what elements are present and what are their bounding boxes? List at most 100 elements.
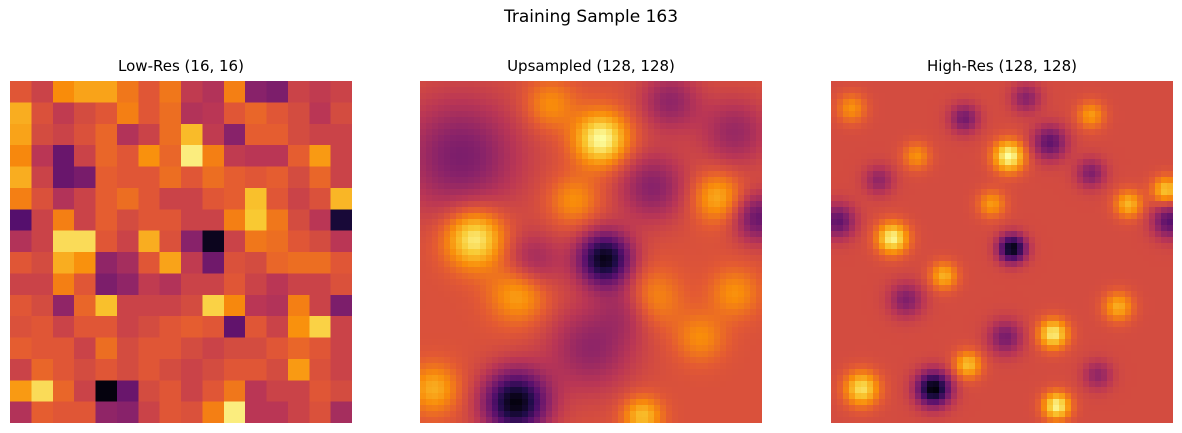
heatmap-cell [837,87,844,94]
heatmap-cell [885,135,892,142]
heatmap-cell [468,189,475,196]
heatmap-cell [570,297,577,304]
heatmap-cell [1083,141,1090,148]
heatmap-cell [969,147,976,154]
heatmap-cell [438,165,445,172]
heatmap-cell [480,291,487,298]
heatmap-cell [486,141,493,148]
heatmap-cell [600,321,607,328]
heatmap-cell [738,123,745,130]
heatmap-cell [630,207,637,214]
heatmap-cell [690,183,697,190]
heatmap-cell [1143,147,1150,154]
heatmap-cell [1107,207,1114,214]
heatmap-cell [630,135,637,142]
heatmap-cell [855,183,862,190]
heatmap-cell [702,147,709,154]
heatmap-cell [660,399,667,406]
heatmap-cell [462,219,469,226]
heatmap-cell [738,105,745,112]
heatmap-cell [480,345,487,352]
heatmap-cell [630,231,637,238]
heatmap-cell [52,358,75,381]
heatmap-cell [582,201,589,208]
heatmap-cell [510,411,517,418]
heatmap-cell [510,417,517,423]
heatmap-cell [726,279,733,286]
heatmap-cell [498,345,505,352]
heatmap-cell [714,195,721,202]
heatmap-cell [843,165,850,172]
heatmap-cell [492,321,499,328]
heatmap-cell [612,225,619,232]
heatmap-cell [594,297,601,304]
heatmap-cell [438,417,445,423]
heatmap-cell [570,219,577,226]
heatmap-cell [963,159,970,166]
heatmap-cell [138,273,161,296]
heatmap-cell [1113,201,1120,208]
heatmap-cell [708,249,715,256]
heatmap-cell [564,381,571,388]
heatmap-cell [456,387,463,394]
heatmap-cell [438,321,445,328]
heatmap-cell [528,375,535,382]
heatmap-cell [474,381,481,388]
heatmap-cell [438,309,445,316]
heatmap-cell [744,285,751,292]
heatmap-cell [654,399,661,406]
heatmap-cell [588,99,595,106]
heatmap-cell [1161,153,1168,160]
heatmap-cell [891,87,898,94]
heatmap-cell [480,285,487,292]
heatmap-cell [606,111,613,118]
heatmap-cell [1101,183,1108,190]
heatmap-cell [702,405,709,412]
heatmap-cell [432,111,439,118]
heatmap-cell [588,111,595,118]
heatmap-cell [1041,129,1048,136]
heatmap-cell [474,417,481,423]
heatmap-cell [732,201,739,208]
heatmap-cell [504,417,511,423]
heatmap-cell [582,93,589,100]
heatmap-cell [684,207,691,214]
heatmap-cell [486,351,493,358]
heatmap-cell [426,333,433,340]
heatmap-cell [612,387,619,394]
heatmap-cell [1161,117,1168,124]
heatmap-cell [849,195,856,202]
heatmap-cell [600,237,607,244]
heatmap-cell [618,105,625,112]
heatmap-cell [474,279,481,286]
heatmap-cell [1041,183,1048,190]
heatmap-cell [636,195,643,202]
heatmap-cell [726,153,733,160]
heatmap-cell [987,165,994,172]
heatmap-cell [606,351,613,358]
heatmap-cell [95,166,118,189]
heatmap-cell [684,267,691,274]
heatmap-cell [1065,177,1072,184]
heatmap-cell [1119,135,1126,142]
heatmap-cell [528,369,535,376]
heatmap-cell [522,141,529,148]
heatmap-cell [1077,189,1084,196]
heatmap-cell [202,294,225,317]
heatmap-cell [474,411,481,418]
heatmap-cell [570,393,577,400]
heatmap-cell [426,267,433,274]
heatmap-cell [462,261,469,268]
heatmap-cell [600,267,607,274]
heatmap-cell [831,159,838,166]
heatmap-cell [837,129,844,136]
heatmap-cell [546,249,553,256]
heatmap-cell [756,189,762,196]
heatmap-cell [684,81,691,88]
heatmap-cell [486,255,493,262]
heatmap-cell [744,297,751,304]
heatmap-cell [744,153,751,160]
heatmap-cell [1005,195,1012,202]
heatmap-cell [1077,111,1084,118]
heatmap-cell [714,405,721,412]
